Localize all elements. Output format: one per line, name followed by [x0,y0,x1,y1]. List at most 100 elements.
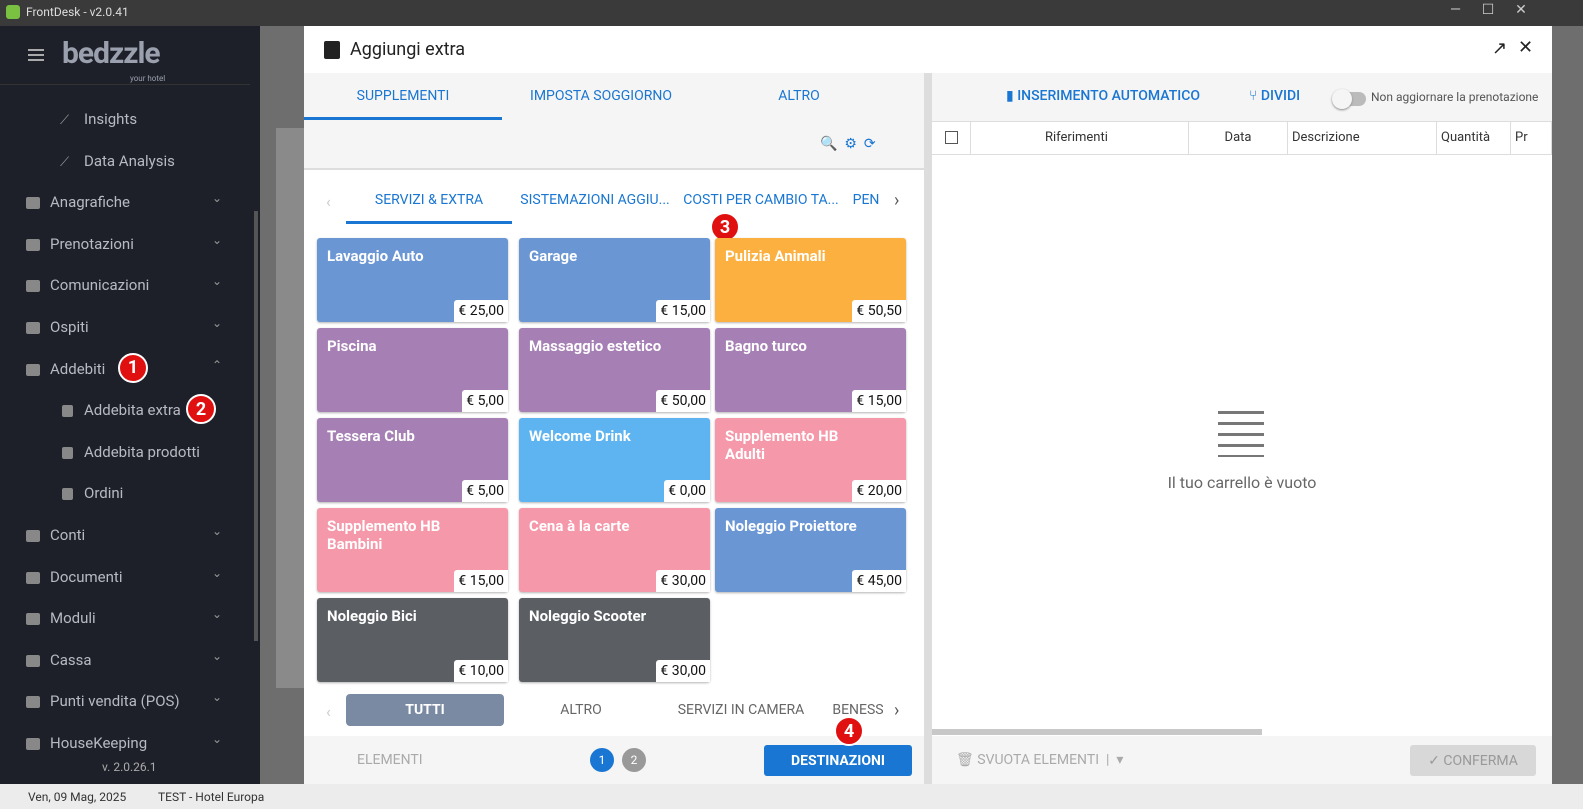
badge: 3 [710,212,740,242]
nav-subitem[interactable]: Addebita prodotti [84,442,200,461]
chevron[interactable]: ⌄ [212,648,223,663]
confirm-button[interactable]: ✓ CONFERMA [1410,745,1536,776]
product-tile[interactable]: Lavaggio Auto € 25,00 [317,238,508,322]
window-controls[interactable]: — ☐ ✕ [1450,2,1527,18]
tile-price: € 5,00 [462,480,508,502]
badge: 4 [834,716,864,746]
nav-section[interactable]: HouseKeeping [50,734,148,752]
tile-name: Supplemento HB Adulti [725,427,839,463]
chevron[interactable]: ⌄ [212,565,223,580]
cat-prev[interactable]: ‹ [326,192,331,211]
product-tile[interactable]: Noleggio Proiettore € 45,00 [715,508,906,592]
product-tile[interactable]: Welcome Drink € 0,00 [519,418,710,502]
filter-tab[interactable]: ALTRO [560,702,602,718]
nav-section[interactable]: Addebiti [50,359,106,378]
filter-tab[interactable]: TUTTI [346,694,504,726]
nav-section[interactable]: Cassa [50,650,92,669]
column-header[interactable]: Quantità [1437,122,1511,154]
nav-section[interactable]: Comunicazioni [50,276,150,295]
product-tile[interactable]: Pulizia Animali € 50,50 [715,238,906,322]
product-tile[interactable]: Noleggio Bici € 10,00 [317,598,508,682]
nav-section[interactable]: Moduli [50,609,96,628]
tile-price: € 10,00 [454,660,508,682]
nav-section[interactable]: Documenti [50,567,123,586]
toolbar-shadow [304,168,924,170]
tile-name: Bagno turco [725,337,807,355]
elements-button[interactable]: ELEMENTI [357,752,423,768]
tab[interactable]: ALTRO [778,88,820,104]
page-dot[interactable]: 1 [590,748,614,772]
category-tab[interactable]: PEN [852,192,880,208]
nav-subitem[interactable]: Addebita extra [84,401,181,420]
nav-item[interactable]: Data Analysis [84,151,175,170]
status-hotel: TEST - Hotel Europa [158,790,265,804]
column-header[interactable]: Pr [1511,122,1552,154]
clear-button[interactable]: 🗑 SVUOTA ELEMENTI | ▾ [956,752,1124,768]
product-tile[interactable]: Tessera Club € 5,00 [317,418,508,502]
product-tile[interactable]: Massaggio estetico € 50,00 [519,328,710,412]
chevron[interactable]: ⌄ [212,524,223,538]
chevron[interactable]: ⌃ [212,357,223,372]
column-header[interactable]: Riferimenti [1041,122,1189,154]
empty-icon [1218,411,1264,457]
chevron[interactable]: ⌄ [212,191,223,206]
nav-section[interactable]: Ospiti [50,318,89,336]
tile-price: € 30,00 [656,660,710,682]
close-button[interactable]: ✕ [1518,37,1534,58]
chevron[interactable]: ⌄ [212,232,223,247]
chevron[interactable]: ⌄ [212,274,223,289]
destinations-button[interactable]: DESTINAZIONI [764,745,912,776]
badge: 2 [186,394,216,425]
nav-icon: ⟋ [60,154,70,170]
product-tile[interactable]: Noleggio Scooter € 30,00 [519,598,710,682]
nav-section[interactable]: Punti vendita (POS) [50,692,180,711]
tab[interactable]: SUPPLEMENTI [356,88,450,104]
filter-tab[interactable]: BENESS [832,702,884,718]
nav-item[interactable]: Insights [84,110,138,128]
filter-prev[interactable]: ‹ [326,702,331,721]
column-header[interactable]: Data [1189,122,1288,154]
sidebar: bedzzle your hotel v. 2.0.26.1 ⟋ Insights… [0,26,260,784]
page-dot[interactable]: 2 [622,748,646,772]
nav-section[interactable]: Anagrafiche [50,193,130,212]
toggle[interactable] [1332,89,1366,109]
chevron[interactable]: ⌄ [212,316,223,330]
product-tile[interactable]: Piscina € 5,00 [317,328,508,412]
product-tile[interactable]: Supplemento HB Bambini € 15,00 [317,508,508,592]
tile-name: Welcome Drink [529,427,631,445]
checkbox[interactable] [945,131,958,144]
nav-icon [26,613,40,626]
status-date: Ven, 09 Mag, 2025 [28,790,127,804]
toolbar-icons[interactable]: 🔍 ⚙ ⟳ [820,136,876,152]
chevron[interactable]: ⌄ [212,690,223,705]
filter-tab[interactable]: SERVIZI IN CAMERA [677,702,805,718]
product-tile[interactable]: Supplemento HB Adulti € 20,00 [715,418,906,502]
empty-text: Il tuo carrello è vuoto [1167,473,1317,492]
nav-section[interactable]: Prenotazioni [50,234,134,253]
category-tab[interactable]: SERVIZI & EXTRA [374,192,484,208]
nav-icon [26,322,40,334]
tab[interactable]: IMPOSTA SOGGIORNO [530,88,672,104]
chevron[interactable]: ⌄ [212,607,223,622]
expand-button[interactable]: ↗ [1492,38,1508,59]
toggle-label: Non aggiornare la prenotazione [1371,90,1539,104]
product-tile[interactable]: Cena à la carte € 30,00 [519,508,710,592]
nav-section[interactable]: Conti [50,526,86,544]
column-header[interactable]: Descrizione [1288,122,1437,154]
split-button[interactable]: ⑂ DIVIDI [1249,88,1301,104]
category-tab[interactable]: COSTI PER CAMBIO TA... [683,192,839,208]
category-tab[interactable]: SISTEMAZIONI AGGIU... [520,192,670,208]
menu-icon[interactable] [28,54,44,56]
nav-subitem[interactable]: Ordini [84,484,124,503]
tile-price: € 0,00 [664,480,710,502]
cat-next[interactable]: › [894,190,900,211]
auto-insert-button[interactable]: ▮ INSERIMENTO AUTOMATICO [1006,88,1200,104]
version: v. 2.0.26.1 [102,760,157,774]
product-tile[interactable]: Bagno turco € 15,00 [715,328,906,412]
nav-icon [62,488,73,501]
product-tile[interactable]: Garage € 15,00 [519,238,710,322]
nav-icon [26,530,40,542]
chevron[interactable]: ⌄ [212,732,223,746]
filter-next[interactable]: › [894,700,900,721]
left-toolbar [304,73,924,168]
